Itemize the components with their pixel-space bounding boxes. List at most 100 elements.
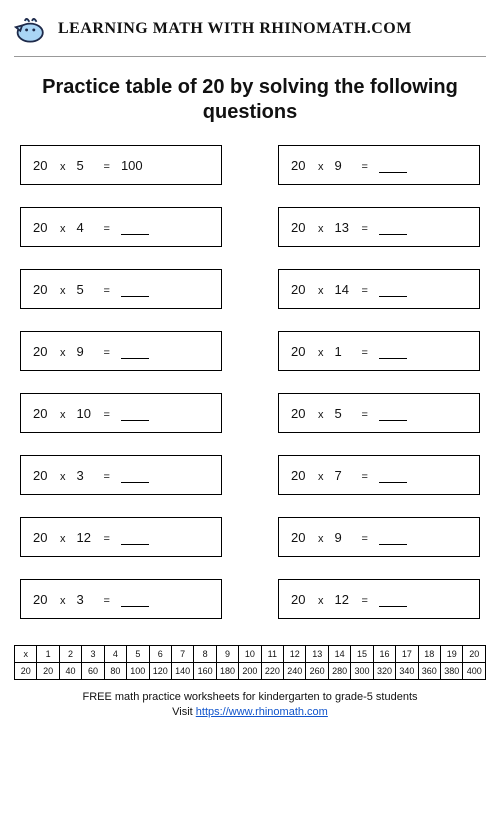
equals: = bbox=[362, 223, 368, 235]
table-cell: 120 bbox=[149, 663, 171, 680]
operand-b: 12 bbox=[335, 592, 351, 607]
operand-b: 9 bbox=[335, 158, 351, 173]
equals: = bbox=[362, 409, 368, 421]
col-header: 4 bbox=[104, 646, 126, 663]
col-header: 20 bbox=[463, 646, 486, 663]
operator: x bbox=[318, 223, 324, 235]
equation: 20x9= bbox=[291, 158, 407, 173]
operand-a: 20 bbox=[291, 406, 307, 421]
question-box: 20 x 12 = bbox=[278, 579, 480, 619]
equals: = bbox=[104, 595, 110, 607]
answer-value: 100 bbox=[121, 158, 143, 173]
operand-a: 20 bbox=[291, 530, 307, 545]
equals: = bbox=[104, 409, 110, 421]
table-cell: 280 bbox=[328, 663, 350, 680]
answer-blank bbox=[121, 544, 149, 545]
footer-line-1: FREE math practice worksheets for kinder… bbox=[14, 690, 486, 705]
answer-blank bbox=[121, 606, 149, 607]
operand-a: 20 bbox=[33, 592, 49, 607]
answer-blank bbox=[379, 234, 407, 235]
operator: x bbox=[318, 285, 324, 297]
table-cell: 260 bbox=[306, 663, 328, 680]
answer-blank bbox=[121, 420, 149, 421]
answer-blank bbox=[379, 482, 407, 483]
operator: x bbox=[60, 471, 66, 483]
question-box: 20 x9 = bbox=[278, 517, 480, 557]
equation: 20 x9 = bbox=[291, 530, 407, 545]
row-label: 20 bbox=[15, 663, 37, 680]
operator: x bbox=[60, 595, 66, 607]
operand-a: 20 bbox=[33, 468, 49, 483]
equation: 20 x 12 = bbox=[33, 530, 149, 545]
operand-a: 20 bbox=[33, 344, 49, 359]
operand-b: 7 bbox=[335, 468, 351, 483]
col-header: 1 bbox=[37, 646, 59, 663]
question-box: 20x5= bbox=[20, 269, 222, 309]
operand-b: 12 bbox=[77, 530, 93, 545]
operand-b: 9 bbox=[335, 530, 351, 545]
answer-blank bbox=[379, 172, 407, 173]
col-header: 18 bbox=[418, 646, 440, 663]
operator: x bbox=[318, 595, 324, 607]
operand-a: 20 bbox=[291, 158, 307, 173]
equals: = bbox=[362, 595, 368, 607]
question-box: 20x9= bbox=[278, 145, 480, 185]
header-divider bbox=[14, 56, 486, 57]
operand-a: 20 bbox=[291, 592, 307, 607]
operator: x bbox=[60, 533, 66, 545]
operand-a: 20 bbox=[33, 282, 49, 297]
equation: 20x1= bbox=[291, 344, 407, 359]
operator: x bbox=[60, 347, 66, 359]
footer-prefix: Visit bbox=[172, 706, 196, 718]
equation: 20x14= bbox=[291, 282, 407, 297]
answer-blank bbox=[121, 482, 149, 483]
table-cell: 340 bbox=[396, 663, 418, 680]
table-cell: 400 bbox=[463, 663, 486, 680]
col-header: 9 bbox=[216, 646, 238, 663]
col-header: 14 bbox=[328, 646, 350, 663]
equals: = bbox=[104, 533, 110, 545]
col-header: 2 bbox=[59, 646, 81, 663]
equation: 20x5= bbox=[291, 406, 407, 421]
footer-line-2: Visit https://www.rhinomath.com bbox=[14, 705, 486, 720]
equals: = bbox=[362, 533, 368, 545]
brand-text: LEARNING MATH WITH RHINOMATH.COM bbox=[58, 20, 412, 38]
equals: = bbox=[362, 285, 368, 297]
question-box: 20x5= bbox=[278, 393, 480, 433]
answer-blank bbox=[379, 420, 407, 421]
footer-link[interactable]: https://www.rhinomath.com bbox=[196, 706, 328, 718]
col-header: 19 bbox=[441, 646, 463, 663]
operand-b: 9 bbox=[77, 344, 93, 359]
head-label: x bbox=[15, 646, 37, 663]
answer-blank bbox=[121, 234, 149, 235]
answer-blank bbox=[379, 296, 407, 297]
operand-a: 20 bbox=[33, 158, 49, 173]
equals: = bbox=[362, 471, 368, 483]
equation: 20 x9 = bbox=[33, 344, 149, 359]
col-header: 16 bbox=[373, 646, 395, 663]
table-cell: 20 bbox=[37, 663, 59, 680]
operand-b: 14 bbox=[335, 282, 351, 297]
table-cell: 240 bbox=[284, 663, 306, 680]
table-value-row: 2020406080100120140160180200220240260280… bbox=[15, 663, 486, 680]
question-box: 20x1= bbox=[278, 331, 480, 371]
question-box: 20x10= bbox=[20, 393, 222, 433]
operand-b: 5 bbox=[77, 282, 93, 297]
equation: 20x3= bbox=[33, 592, 149, 607]
operand-b: 1 bbox=[335, 344, 351, 359]
col-header: 15 bbox=[351, 646, 373, 663]
operand-b: 10 bbox=[77, 406, 93, 421]
col-header: 3 bbox=[82, 646, 104, 663]
table-cell: 60 bbox=[82, 663, 104, 680]
operator: x bbox=[318, 533, 324, 545]
operand-a: 20 bbox=[33, 530, 49, 545]
operator: x bbox=[60, 223, 66, 235]
col-header: 13 bbox=[306, 646, 328, 663]
question-box: 20x3= bbox=[20, 455, 222, 495]
equals: = bbox=[104, 347, 110, 359]
equals: = bbox=[104, 471, 110, 483]
table-cell: 320 bbox=[373, 663, 395, 680]
table-cell: 140 bbox=[171, 663, 193, 680]
operand-b: 4 bbox=[77, 220, 93, 235]
operand-a: 20 bbox=[291, 468, 307, 483]
